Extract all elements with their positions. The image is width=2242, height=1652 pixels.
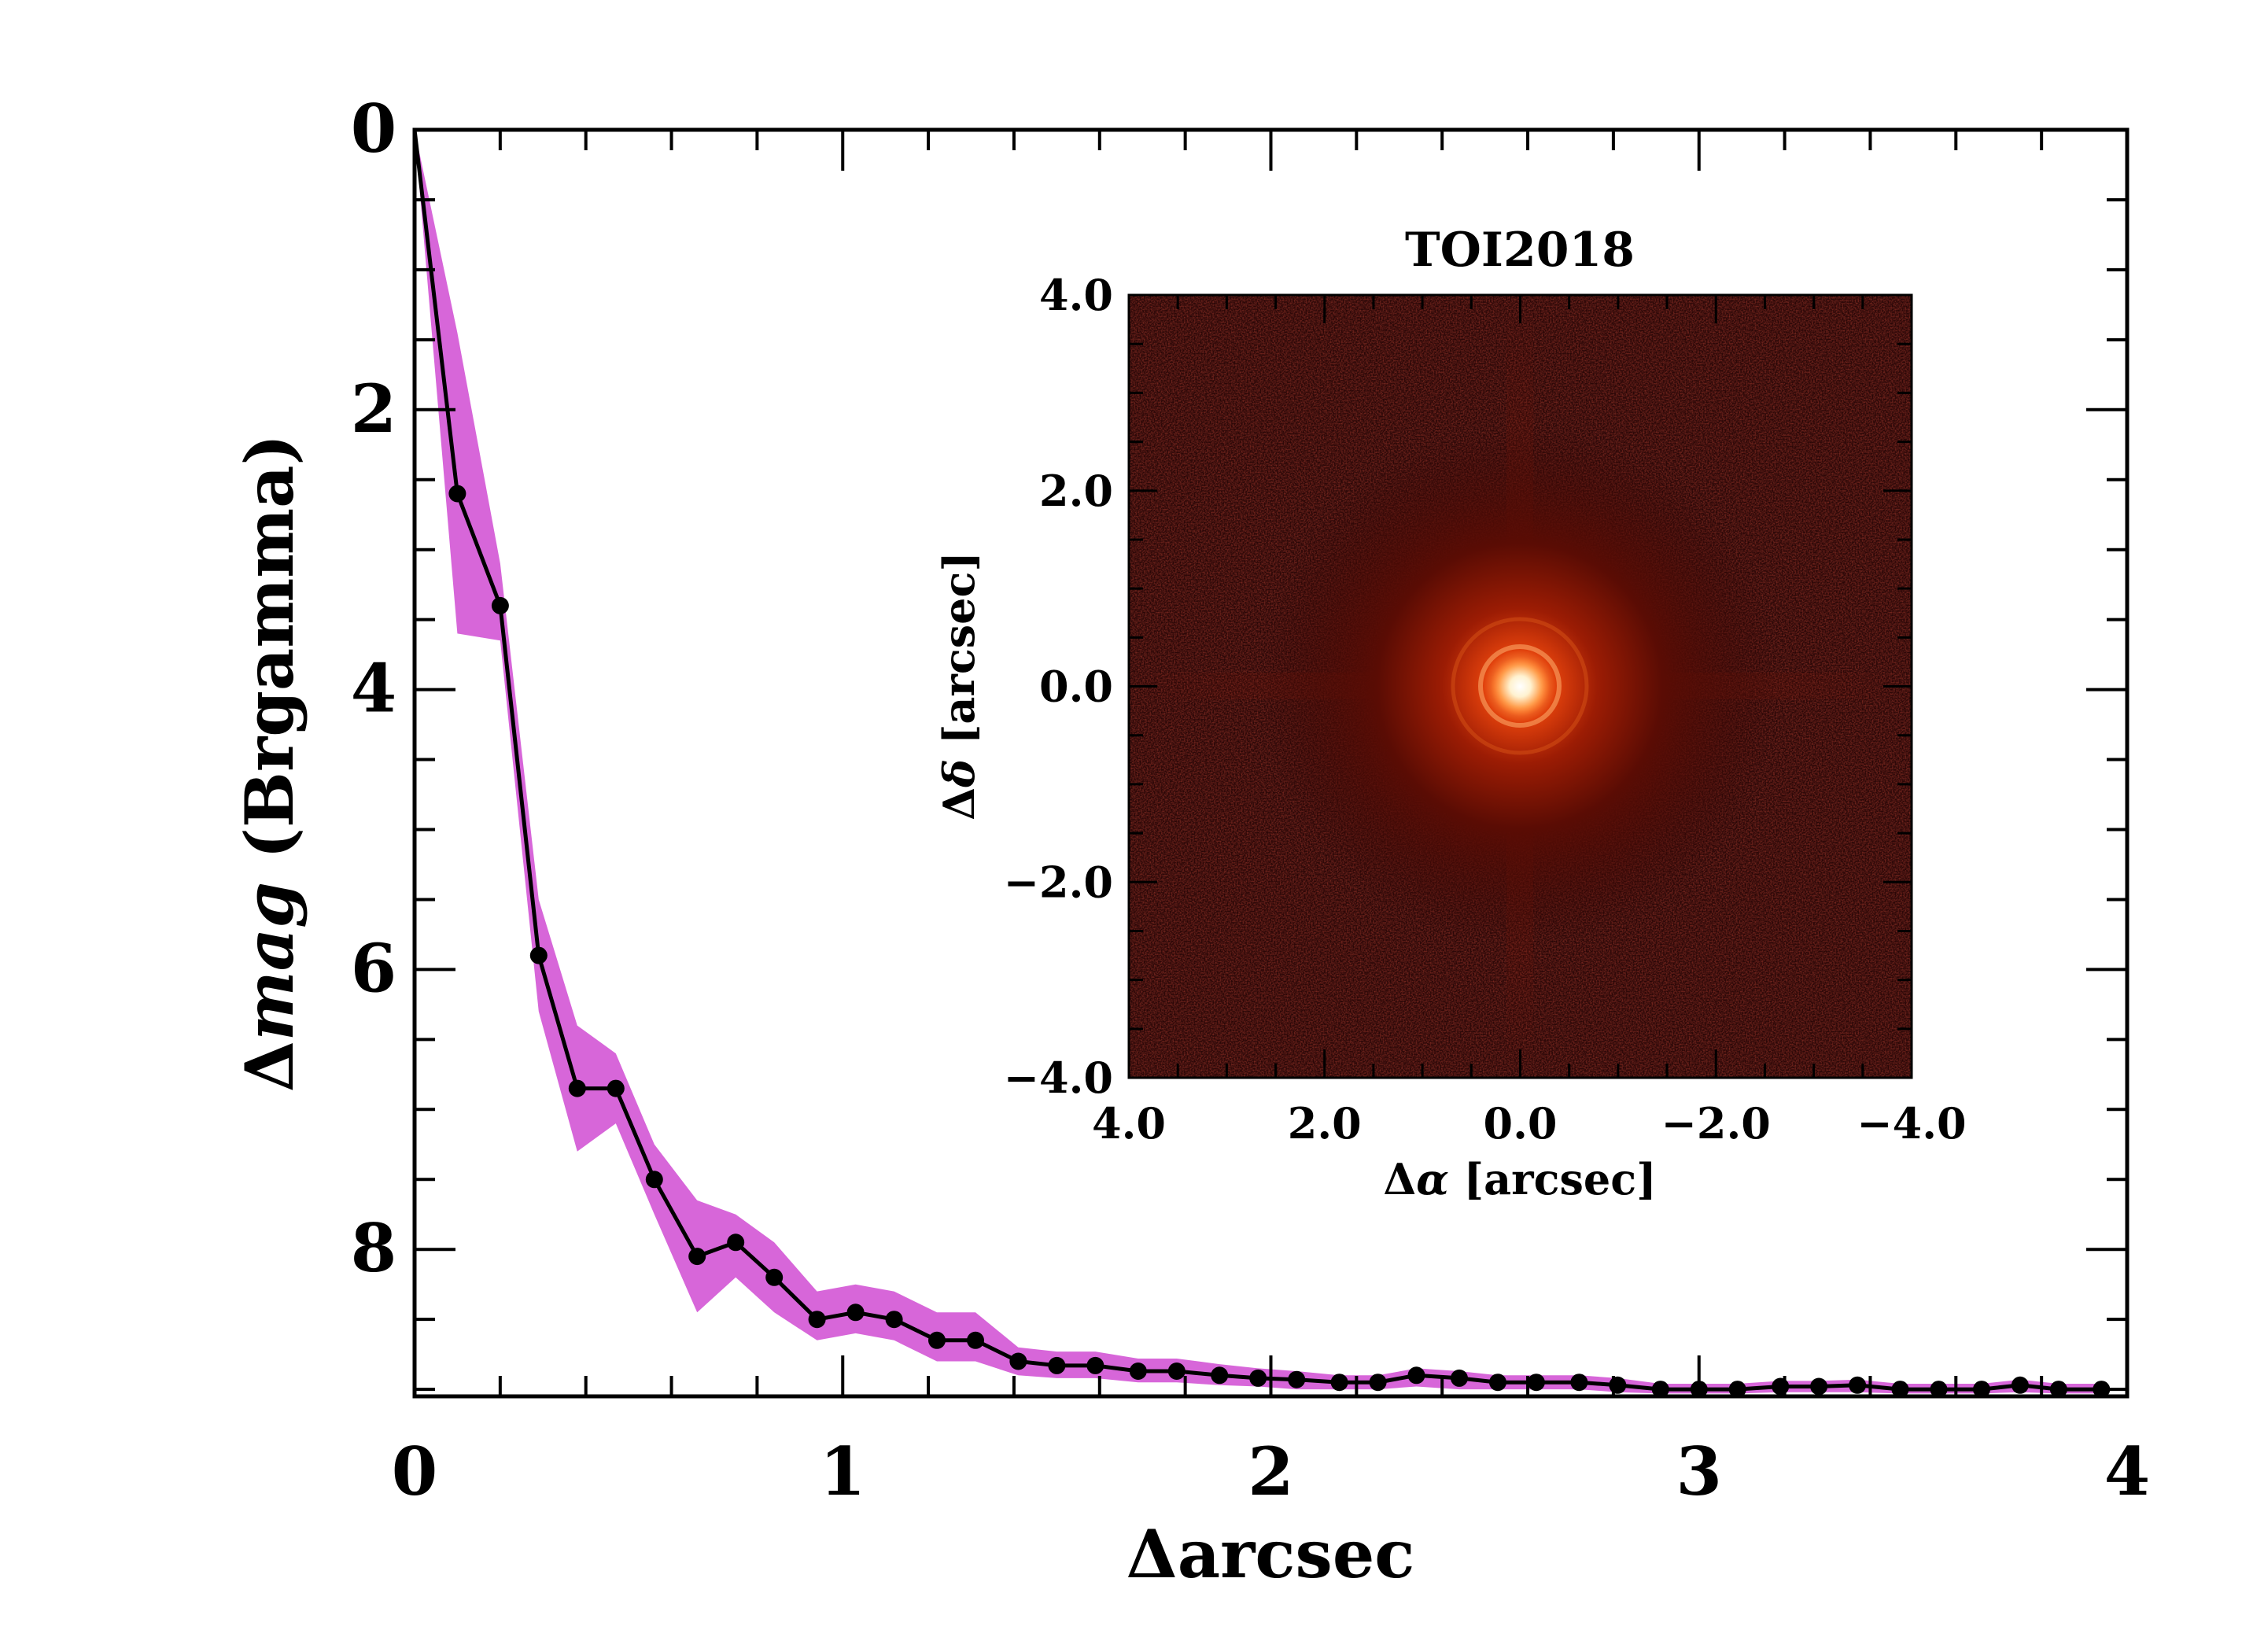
data-point [1249,1369,1267,1387]
main-axis-ticks [413,128,2129,1396]
data-point [1651,1381,1669,1399]
data-point [568,1079,586,1097]
inset-y-tick-label: 0.0 [1039,662,1113,712]
data-point [645,1171,663,1189]
data-point [1489,1374,1506,1392]
inset-y-axis-label: Δδ [arcsec] [934,551,984,820]
inset-title: TOI2018 [1405,223,1635,278]
inset-y-tick-label: −2.0 [1004,857,1113,907]
x-tick-label: 3 [1676,1433,1722,1510]
airy-ring-outer [1451,617,1589,755]
inset-y-tick-labels: 4.0 2.0 0.0 −2.0 −4.0 [1004,270,1113,1103]
y-tick-label: 4 [351,650,396,728]
x-tick-label: 0 [392,1433,437,1510]
data-point [1973,1381,1990,1399]
data-point [765,1268,784,1286]
data-point [688,1248,706,1266]
inset-image-plot: 4.0 2.0 0.0 −2.0 −4.0 4.0 2.0 0.0 −2.0 −4.0 TOI2… [934,223,1967,1204]
contrast-points [448,485,2111,1399]
data-point [607,1079,625,1097]
target-star [1490,656,1551,717]
data-point [2093,1381,2111,1399]
data-point [928,1331,946,1349]
inset-y-tick-label: −4.0 [1004,1053,1113,1103]
data-point [1009,1352,1027,1370]
speckle-image [1129,295,1912,1078]
main-x-tick-labels: 0 1 2 3 4 [392,1433,2150,1510]
data-point [1810,1377,1828,1396]
y-tick-label: 8 [351,1209,396,1287]
data-point [846,1304,865,1322]
data-point [967,1331,984,1349]
main-y-axis-label: Δmag (Brgamma) [230,434,308,1093]
data-point [2049,1381,2067,1399]
inset-x-tick-label: 2.0 [1288,1098,1362,1149]
y-tick-label: 6 [351,929,396,1007]
data-point [2011,1376,2029,1394]
data-point [808,1311,826,1329]
data-point [1129,1363,1147,1380]
inset-x-tick-label: 0.0 [1484,1098,1558,1149]
x-tick-label: 2 [1248,1433,1293,1510]
data-point [1369,1374,1387,1392]
data-point [1772,1377,1790,1396]
data-point [1849,1376,1867,1394]
y-tick-label: 2 [351,370,396,448]
data-point [885,1311,903,1329]
inset-axis-ticks [1127,293,1913,1079]
data-point [1527,1374,1545,1392]
inset-x-axis-label: Δα [arcsec] [1383,1154,1656,1204]
data-point [1330,1374,1348,1392]
data-point [448,485,466,503]
inset-x-tick-label: −4.0 [1857,1098,1966,1149]
data-point [1570,1374,1588,1392]
data-point [1451,1369,1468,1387]
main-x-axis-label: Δarcsec [1127,1515,1415,1593]
data-point [1930,1381,1948,1399]
contrast-curve-plot: 0 1 2 3 4 0 2 4 6 8 Δarcsec Δmag (Brgamma) [230,90,2150,1593]
data-point [491,596,509,614]
data-point [1048,1356,1066,1374]
main-y-tick-labels: 0 2 4 6 8 [351,90,396,1287]
inset-y-tick-label: 4.0 [1039,270,1113,320]
data-point [1167,1363,1186,1380]
data-point [1211,1366,1229,1385]
data-point [1086,1356,1104,1374]
data-point [1407,1366,1425,1385]
data-point [529,946,548,964]
y-tick-label: 0 [351,90,396,168]
data-point [1728,1381,1746,1399]
inset-x-tick-label: 4.0 [1092,1098,1166,1149]
data-point [1609,1376,1627,1394]
x-tick-label: 1 [820,1433,865,1510]
x-tick-label: 4 [2104,1433,2150,1510]
inset-y-tick-label: 2.0 [1039,466,1113,516]
data-point [1891,1381,1909,1399]
data-point [727,1233,745,1252]
inset-x-tick-label: −2.0 [1661,1098,1771,1149]
airy-ring [1478,644,1562,728]
data-point [1288,1370,1306,1388]
inset-x-tick-labels: 4.0 2.0 0.0 −2.0 −4.0 [1092,1098,1967,1149]
